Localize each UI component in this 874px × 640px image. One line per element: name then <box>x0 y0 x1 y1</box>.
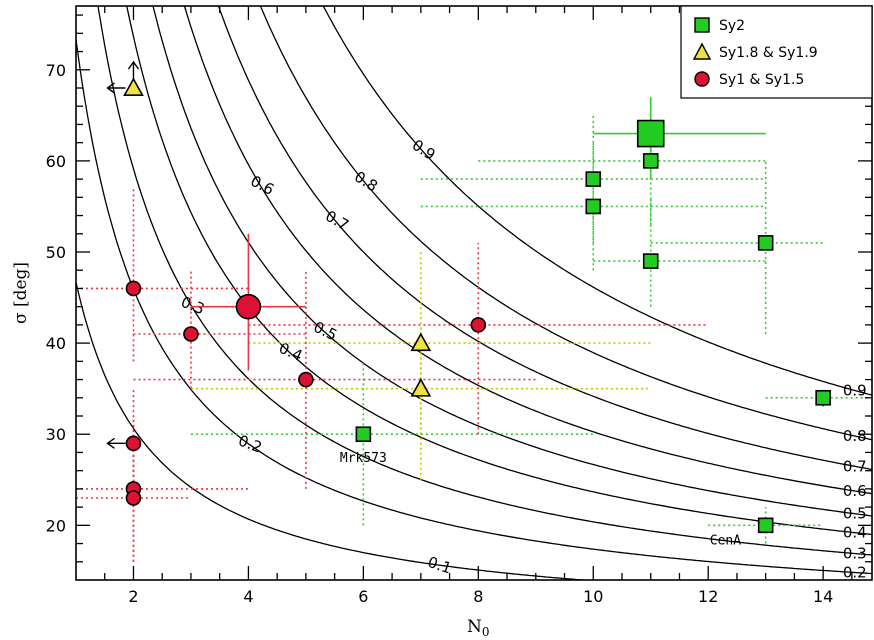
legend-label: Sy1.8 & Sy1.9 <box>719 45 818 61</box>
contour-label-right: 0.8 <box>843 427 867 445</box>
sy1-marker <box>125 280 142 297</box>
limit-arrowhead <box>106 82 115 94</box>
contour-label-right: 0.3 <box>843 545 867 563</box>
sy2-marker <box>355 426 372 443</box>
legend-label: Sy1 & Sy1.5 <box>719 72 804 88</box>
annotations: Mrk573 CenA <box>340 451 741 548</box>
x-tick-label: 2 <box>128 587 138 606</box>
legend: Sy2 Sy1.8 & Sy1.9 Sy1 & Sy1.5 <box>680 5 873 99</box>
sy1-highlight-marker <box>235 293 262 320</box>
contour-label: 0.3 <box>178 293 207 319</box>
sy2-marker <box>642 153 659 169</box>
sy1-marker <box>470 317 487 333</box>
contour-line <box>217 6 872 471</box>
contour-line <box>76 39 872 575</box>
legend-label: Sy2 <box>719 18 745 34</box>
y-tick-label: 60 <box>46 152 66 171</box>
contour-label: 0.2 <box>236 432 265 457</box>
legend-box <box>680 5 873 99</box>
sy1-marker <box>183 326 199 342</box>
x-axis-label: N0 <box>467 617 490 639</box>
y-tick-label: 50 <box>46 243 66 262</box>
sy1-marker <box>125 435 142 452</box>
contour-line <box>183 6 872 495</box>
contour-lines <box>76 6 872 580</box>
y-axis-label: σ [deg] <box>11 262 31 324</box>
y-tick-label: 20 <box>46 516 66 535</box>
plot-frame <box>75 5 873 581</box>
limit-arrowhead <box>106 437 115 449</box>
limit-arrowhead <box>127 60 140 70</box>
x-tick-label: 4 <box>243 587 253 606</box>
contour-labels: 0.10.20.20.30.30.40.40.50.50.60.60.70.70… <box>178 136 866 582</box>
contour-label-right: 0.9 <box>843 382 867 400</box>
contour-label-right: 0.2 <box>843 563 867 581</box>
sy2-marker <box>585 171 602 187</box>
legend-marker-sy1 <box>694 71 710 87</box>
sy2-marker <box>757 235 774 251</box>
y-tick-label: 70 <box>46 61 66 80</box>
contour-label: 0.6 <box>248 172 278 199</box>
y-tick-label: 30 <box>46 425 66 444</box>
sy18-marker <box>410 378 432 397</box>
contour-line <box>97 6 872 556</box>
legend-marker-sy2 <box>694 17 710 33</box>
y-tick-label: 40 <box>46 334 66 353</box>
sy2-highlight-marker <box>636 119 665 148</box>
contour-line <box>322 6 872 396</box>
sy18-marker <box>410 332 432 352</box>
legend-marker-sy18 <box>692 42 712 60</box>
contour-label-right: 0.5 <box>843 505 867 523</box>
contour-label-right: 0.4 <box>843 524 867 542</box>
sy2-marker <box>815 389 831 406</box>
x-tick-label: 12 <box>698 587 718 606</box>
x-tick-label: 14 <box>813 587 833 606</box>
annotation-cena: CenA <box>710 533 741 548</box>
contour-label-right: 0.6 <box>843 482 867 500</box>
sy2-marker <box>757 517 774 534</box>
contour-label: 0.5 <box>311 318 340 345</box>
x-tick-label: 8 <box>473 587 483 606</box>
x-tick-label: 6 <box>358 587 368 606</box>
contour-line <box>259 6 872 441</box>
contour-line <box>76 282 592 580</box>
data-markers <box>106 60 831 534</box>
sy1-marker <box>125 490 142 506</box>
contour-label-right: 0.7 <box>843 457 867 475</box>
contour-line <box>126 6 872 536</box>
annotation-mrk573: Mrk573 <box>340 451 387 466</box>
axes: 2 4 6 8 10 12 14 20 30 40 50 60 70 N0 σ [deg] <box>11 5 873 639</box>
sy1-marker <box>298 371 314 388</box>
sy2-marker <box>585 198 602 215</box>
x-tick-label: 10 <box>583 587 603 606</box>
sy2-marker <box>642 253 659 269</box>
sy18-marker <box>123 77 144 96</box>
contour-line <box>152 6 872 517</box>
